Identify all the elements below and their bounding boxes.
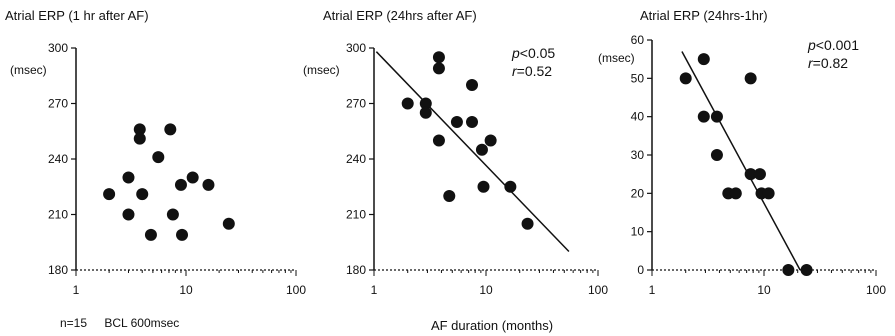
panel-3-data-point bbox=[697, 110, 710, 123]
panel-2-y-axis-label: (msec) bbox=[303, 63, 340, 77]
panel-1-data-point bbox=[174, 178, 187, 191]
panel-1-y-axis-label: (msec) bbox=[10, 63, 47, 77]
panel-2-x-tick-label: 1 bbox=[371, 283, 378, 297]
panel-1-y-tick-label: 210 bbox=[48, 208, 68, 222]
stat-value: <0.05 bbox=[520, 45, 556, 61]
panel-3-y-tick-label: 0 bbox=[637, 263, 644, 277]
panel-3-x-tick-label: 100 bbox=[866, 283, 886, 297]
panel-1-data-point bbox=[133, 123, 146, 136]
stat-value: =0.82 bbox=[813, 55, 849, 71]
sample-size-text: n=15 bbox=[60, 316, 88, 330]
panel-3-data-point bbox=[710, 110, 723, 123]
panel-2-data-point bbox=[419, 97, 432, 110]
cycle-length-text: BCL 600msec bbox=[104, 316, 180, 330]
panel-2-data-point bbox=[450, 116, 463, 128]
panel-1-x-tick-label: 1 bbox=[73, 283, 80, 297]
panel-3-data-point bbox=[729, 187, 742, 200]
panel-3-data-point bbox=[744, 72, 757, 85]
stat-symbol: p bbox=[511, 45, 520, 61]
stat-value: <0.001 bbox=[816, 37, 859, 53]
panel-3-data-point bbox=[782, 264, 795, 276]
panel-1-data-point bbox=[202, 178, 215, 191]
panel-1-data-point bbox=[176, 228, 189, 241]
panel-2-data-point bbox=[466, 116, 479, 128]
panel-3-data-point bbox=[744, 168, 757, 181]
panel-2-data-point bbox=[432, 51, 445, 64]
panel-2-data-point bbox=[432, 134, 445, 147]
panel-3-y-tick-label: 60 bbox=[631, 33, 645, 47]
panel-2-regression-line bbox=[375, 51, 570, 253]
panel-2-x-tick-label: 100 bbox=[588, 283, 608, 297]
panel-3-data-point bbox=[762, 187, 775, 200]
panel-2-stat-2: r=0.52 bbox=[512, 63, 552, 79]
panel-1-data-point bbox=[186, 171, 199, 184]
panel-1-y-tick-label: 240 bbox=[48, 152, 68, 166]
panel-2-data-point bbox=[484, 134, 497, 147]
panel-3-title: Atrial ERP (24hrs-1hr) bbox=[640, 8, 768, 23]
panel-3-y-axis-label: (msec) bbox=[598, 51, 635, 65]
panel-1-data-point bbox=[122, 171, 135, 184]
panel-1-data-point bbox=[144, 228, 157, 241]
panel-3-y-tick-label: 10 bbox=[631, 225, 645, 239]
x-axis-label: AF duration (months) bbox=[431, 318, 553, 333]
panel-2-title: Atrial ERP (24hrs after AF) bbox=[323, 8, 477, 23]
panel-3-y-tick-label: 50 bbox=[631, 71, 645, 85]
panel-1-x-tick-label: 10 bbox=[179, 283, 193, 297]
panel-1-data-point bbox=[103, 188, 116, 201]
panel-1-title: Atrial ERP (1 hr after AF) bbox=[5, 8, 149, 23]
panel-3-stat-1: p<0.001 bbox=[807, 37, 859, 53]
panel-1-data-point bbox=[133, 132, 146, 145]
panel-2-data-point bbox=[419, 106, 432, 119]
panel-3-data-point bbox=[800, 264, 813, 276]
panel-2-data-point bbox=[432, 62, 445, 75]
panel-3-y-tick-label: 40 bbox=[631, 110, 645, 124]
panel-1-x-tick-label: 100 bbox=[286, 283, 306, 297]
panel-2-y-tick-label: 210 bbox=[346, 208, 366, 222]
stat-symbol: p bbox=[807, 37, 816, 53]
panel-1-data-point bbox=[222, 217, 235, 230]
panel-1-y-tick-label: 270 bbox=[48, 97, 68, 111]
stat-symbol: r bbox=[512, 63, 518, 79]
panel-1-data-point bbox=[166, 208, 179, 221]
panel-2-data-point bbox=[521, 217, 534, 230]
panel-2-data-point bbox=[401, 97, 414, 110]
panel-3-x-tick-label: 1 bbox=[649, 283, 656, 297]
panel-3-data-point bbox=[710, 149, 723, 161]
panel-2-data-point bbox=[475, 143, 488, 156]
stat-value: =0.52 bbox=[517, 63, 553, 79]
panel-3-data-point bbox=[697, 53, 710, 66]
panel-1-data-point bbox=[122, 208, 135, 221]
panel-3-y-tick-label: 20 bbox=[631, 186, 645, 200]
panel-3-regression-line bbox=[681, 51, 801, 271]
panel-2-y-tick-label: 180 bbox=[346, 263, 366, 277]
panel-2-stat-1: p<0.05 bbox=[511, 45, 555, 61]
panel-2-y-tick-label: 300 bbox=[346, 41, 366, 55]
panel-2-data-point bbox=[466, 79, 479, 91]
panel-2-x-tick-label: 10 bbox=[479, 283, 493, 297]
panel-2-y-tick-label: 270 bbox=[346, 97, 366, 111]
sample-size-note: n=15 BCL 600msec bbox=[60, 316, 179, 330]
panel-2-data-point bbox=[443, 190, 456, 202]
panel-1-data-point bbox=[164, 123, 177, 136]
panel-1-y-tick-label: 180 bbox=[48, 263, 68, 277]
panel-1-y-tick-label: 300 bbox=[48, 41, 68, 55]
panel-3-data-point bbox=[753, 168, 766, 181]
panel-2-data-point bbox=[477, 180, 490, 193]
panel-3-stat-2: r=0.82 bbox=[808, 55, 848, 71]
panel-2-data-point bbox=[504, 180, 517, 193]
panel-1-data-point bbox=[136, 188, 149, 201]
panel-1-data-point bbox=[152, 151, 165, 164]
panel-2-y-tick-label: 240 bbox=[346, 152, 366, 166]
panel-3-data-point bbox=[679, 72, 692, 85]
panel-3-x-tick-label: 10 bbox=[757, 283, 771, 297]
stat-symbol: r bbox=[808, 55, 814, 71]
panel-3-y-tick-label: 30 bbox=[631, 148, 645, 162]
